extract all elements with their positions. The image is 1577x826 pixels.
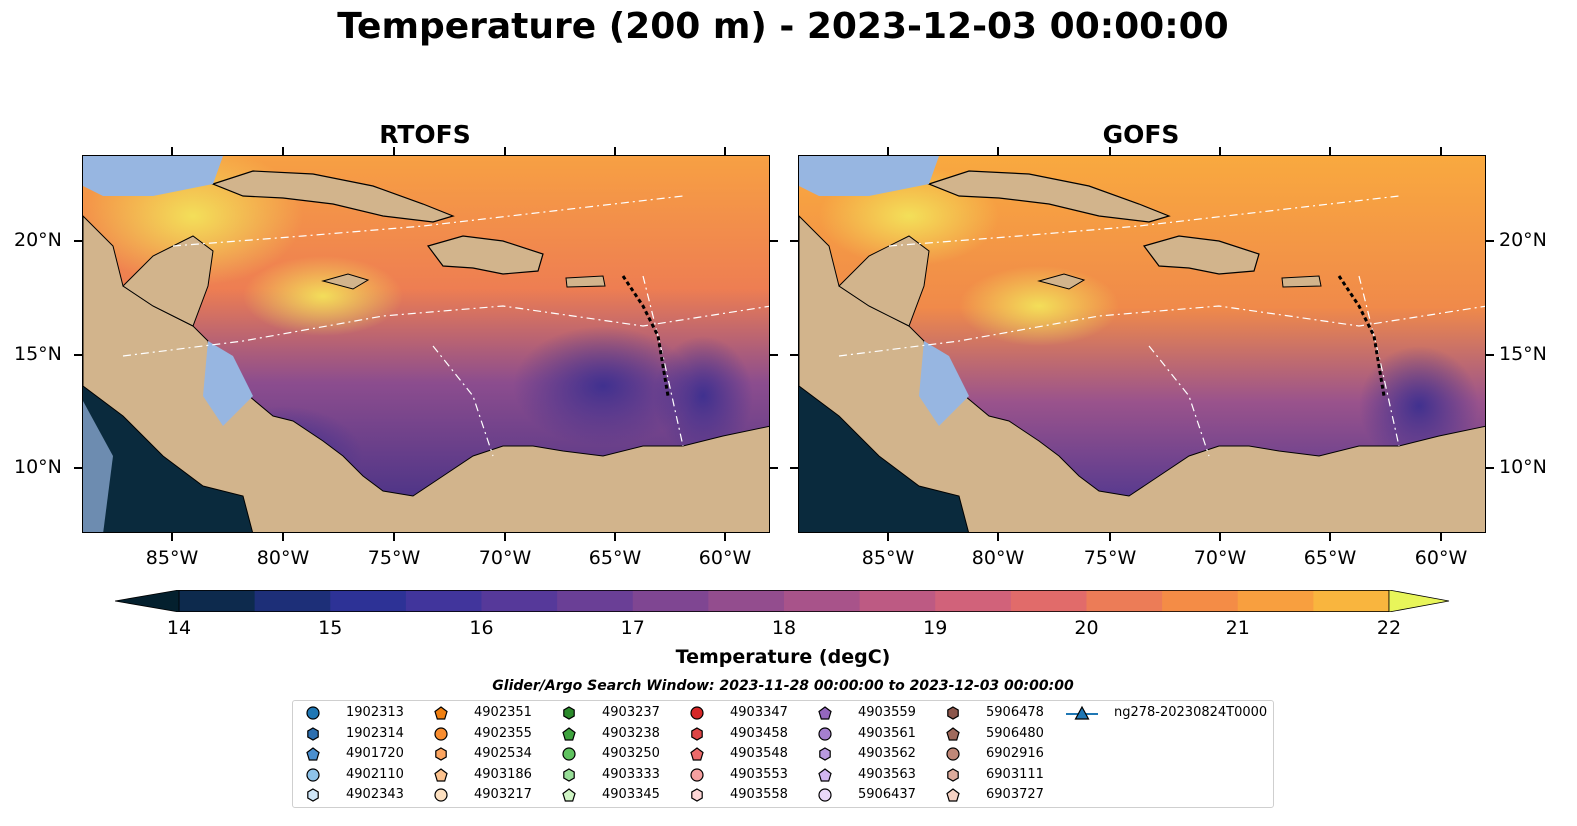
colorbar-segment [405, 590, 482, 612]
map-gofs[interactable] [798, 155, 1486, 533]
colorbar-segment [935, 590, 1012, 612]
legend-item-label: 4903562 [858, 746, 916, 762]
colorbar-segment [557, 590, 634, 612]
colorbar-segment [330, 590, 407, 612]
lon-label-70-rtofs: 70°W [478, 547, 532, 569]
legend-item-label: 1902313 [346, 705, 404, 720]
colorbar [115, 590, 1450, 612]
lat-label-15-left: 15°N [14, 343, 62, 365]
legend-item-label: 6903727 [986, 787, 1044, 803]
colorbar-segment [254, 590, 331, 612]
map-rtofs[interactable] [82, 155, 770, 533]
lon-label-75-rtofs: 75°W [367, 547, 421, 569]
legend-item-label: 4903250 [602, 746, 660, 762]
legend-item-label: 4903458 [730, 725, 788, 741]
legend-item-label: 4903237 [602, 705, 660, 720]
lat-label-15-right: 15°N [1499, 343, 1547, 365]
colorbar-tick-label: 15 [318, 617, 343, 639]
legend-item-label: 4903347 [730, 705, 788, 720]
panel-title-gofs: GOFS [1102, 120, 1180, 149]
lon-label-85-rtofs: 85°W [145, 547, 199, 569]
lon-label-80-gofs: 80°W [971, 547, 1025, 569]
legend-item-label: 4901720 [346, 746, 404, 762]
legend-item-label: 4903345 [602, 787, 660, 803]
legend-item-label: 4903563 [858, 766, 916, 782]
panel-title-rtofs: RTOFS [379, 120, 471, 149]
colorbar-tick-label: 14 [166, 617, 192, 639]
colorbar-segment [632, 590, 709, 612]
legend-item-label: 4903559 [858, 705, 916, 720]
lon-label-60-rtofs: 60°W [698, 547, 752, 569]
colorbar-segment [859, 590, 936, 612]
colorbar-segment [708, 590, 785, 612]
lat-label-20-left: 20°N [14, 229, 62, 251]
legend-item-label: 4902343 [346, 787, 404, 803]
colorbar-segment [179, 590, 256, 612]
lon-label-85-gofs: 85°W [861, 547, 915, 569]
legend-item-label: 4902355 [474, 725, 532, 741]
legend-item-label: 4903561 [858, 725, 916, 741]
colorbar-tick-label: 22 [1376, 617, 1402, 639]
legend-item-label: 4902534 [474, 746, 532, 762]
colorbar-segment [1010, 590, 1087, 612]
lat-label-10-left: 10°N [14, 456, 62, 478]
legend-item-label: 4903217 [474, 787, 532, 803]
legend-item-label: 1902314 [346, 725, 404, 741]
lon-label-75-gofs: 75°W [1083, 547, 1137, 569]
map-rtofs-canvas [83, 156, 769, 532]
colorbar-extend-low [115, 590, 180, 612]
colorbar-segment [1313, 590, 1390, 612]
colorbar-label: Temperature (degC) [675, 646, 891, 668]
legend-item-label: 5906437 [858, 787, 916, 803]
lon-label-65-gofs: 65°W [1303, 547, 1357, 569]
colorbar-segment [481, 590, 558, 612]
colorbar-segment [1086, 590, 1163, 612]
legend-item-label: 5906478 [986, 705, 1044, 720]
lat-label-20-right: 20°N [1499, 229, 1547, 251]
map-gofs-canvas [799, 156, 1485, 532]
legend-item-label: 4903333 [602, 766, 660, 782]
legend-item-label: 4903553 [730, 766, 788, 782]
legend-item-label: ng278-20230824T0000 [1114, 705, 1268, 720]
legend-item-label: 4903238 [602, 725, 660, 741]
lon-label-60-gofs: 60°W [1414, 547, 1468, 569]
colorbar-tick-label: 16 [469, 617, 494, 639]
colorbar-segment [1162, 590, 1239, 612]
lon-label-80-rtofs: 80°W [256, 547, 310, 569]
legend-item-label: 4903558 [730, 787, 788, 803]
colorbar-tick-label: 20 [1074, 617, 1099, 639]
axis-ticks [74, 147, 1494, 541]
legend-title: Glider/Argo Search Window: 2023-11-28 00… [492, 678, 1074, 694]
lat-label-10-right: 10°N [1499, 456, 1547, 478]
colorbar-tick-label: 18 [771, 617, 797, 639]
colorbar-segment [1237, 590, 1314, 612]
lon-label-65-rtofs: 65°W [588, 547, 642, 569]
colorbar-tick-label: 17 [620, 617, 645, 639]
figure-title: Temperature (200 m) - 2023-12-03 00:00:0… [337, 6, 1229, 47]
colorbar-tick-label: 21 [1225, 617, 1250, 639]
colorbar-segment [784, 590, 861, 612]
legend: 1902313 1902314 4901720 4902110 4902343 49023… [292, 700, 1274, 808]
legend-item-label: 4903186 [474, 766, 532, 782]
legend-item-label: 4902351 [474, 705, 532, 720]
legend-item-label: 4903548 [730, 746, 788, 762]
legend-item-label: 6902916 [986, 746, 1044, 762]
legend-item-label: 4902110 [346, 766, 404, 782]
legend-item-label: 6903111 [986, 766, 1044, 782]
legend-item-label: 5906480 [986, 725, 1044, 741]
colorbar-tick-label: 19 [923, 617, 948, 639]
lon-label-70-gofs: 70°W [1193, 547, 1247, 569]
colorbar-extend-high [1388, 590, 1450, 612]
